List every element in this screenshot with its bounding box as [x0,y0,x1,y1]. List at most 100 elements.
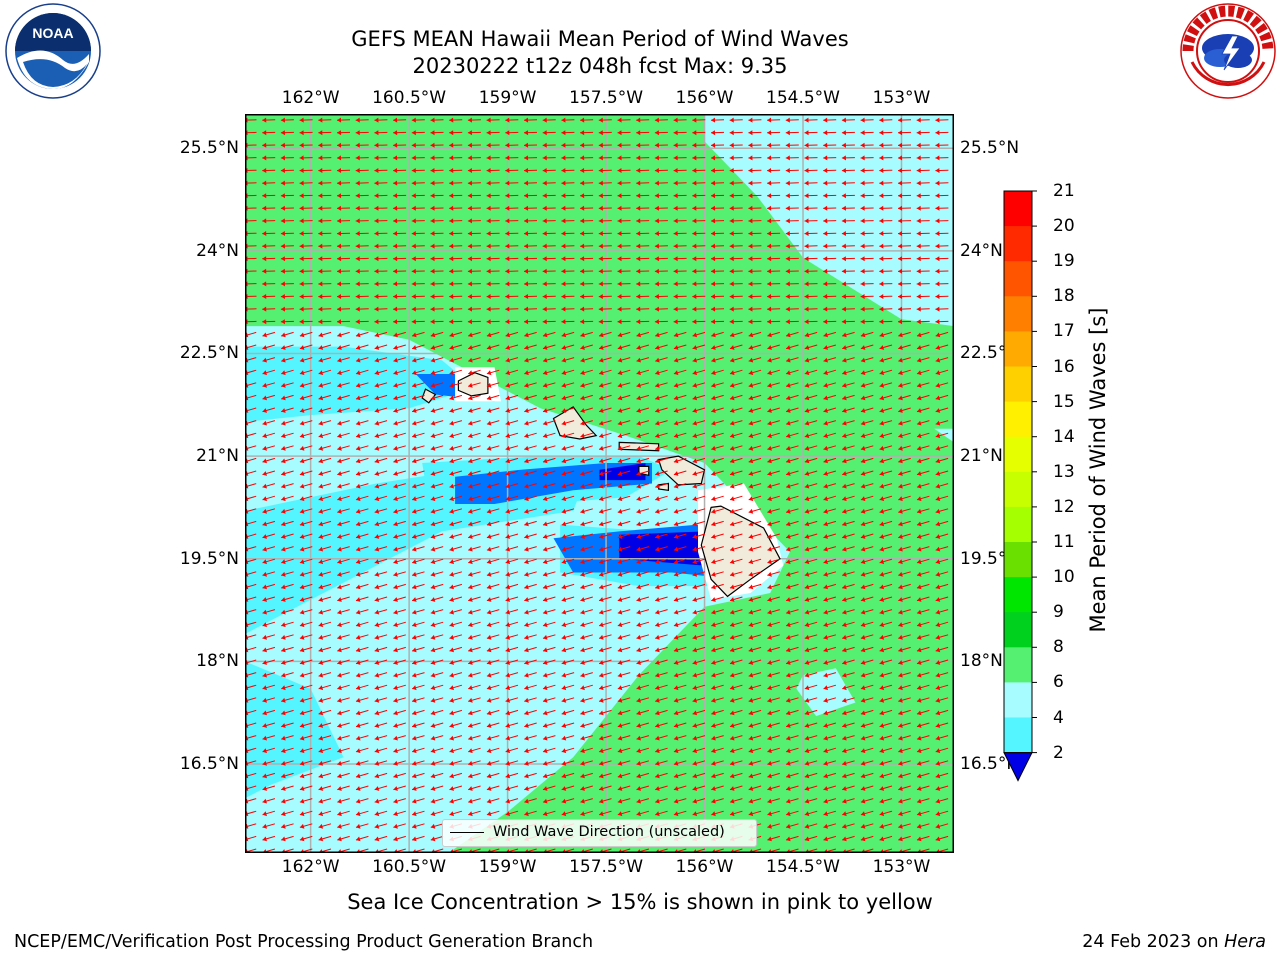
wind-arrow-head [524,180,529,186]
wind-arrow-head [542,268,547,274]
wind-arrow-head [785,294,790,299]
wind-arrow-head [898,180,903,186]
wind-arrow-head [935,622,941,628]
wind-arrow-head [917,521,922,527]
wind-arrow-head [430,660,436,665]
wind-arrow-head [617,496,623,502]
wind-arrow-head [599,458,604,464]
wind-arrow-head [356,685,361,691]
wind-arrow-head [786,332,791,338]
wind-arrow-head [299,231,304,236]
wind-arrow-head [467,117,472,123]
wind-arrow-head [935,773,941,779]
wind-arrow-head [841,294,846,299]
wind-arrow-head [280,193,285,199]
wind-arrow-head [804,546,810,552]
wind-arrow-head [786,748,791,754]
wind-arrow-head [898,193,903,199]
wind-arrow-head [916,268,921,274]
wind-arrow-head [823,231,828,236]
wind-arrow-head [860,408,866,413]
wind-arrow-head [280,306,285,312]
wind-arrow-head [281,483,286,489]
wind-arrow-head [393,508,398,514]
wind-arrow-head [262,508,267,514]
wind-arrow-head [898,256,903,262]
wind-arrow-head [748,142,753,148]
wind-arrow-head [505,471,511,476]
wind-arrow-head [804,471,810,476]
wind-arrow-head [730,382,735,388]
wind-arrow-head [917,622,922,628]
wind-arrow-head [299,823,305,829]
wind-arrow-head [337,571,342,577]
wind-arrow-head [804,647,810,653]
wind-arrow-head [823,382,828,388]
wind-arrow-head [804,395,810,401]
wind-arrow-head [692,193,697,199]
wind-arrow-head [561,773,567,779]
wind-arrow-head [430,483,436,489]
wind-arrow-head [860,268,865,274]
wind-arrow-head [393,685,398,691]
wind-arrow-head [636,155,641,161]
wind-arrow-head [412,420,417,426]
wind-arrow-head [842,521,847,527]
wind-arrow-head [449,256,454,262]
wind-arrow-head [786,382,791,388]
wind-arrow-head [935,332,941,338]
colorbar [1003,190,1037,782]
wind-arrow-head [711,458,716,464]
wind-arrow-head [356,786,361,791]
wind-arrow-head [580,408,585,413]
wind-arrow-head [804,622,810,628]
wind-arrow-head [767,660,772,665]
wind-arrow-head [804,811,810,817]
wind-arrow-head [730,786,735,791]
wind-arrow-head [393,823,398,829]
wind-arrow-head [711,496,716,502]
wind-arrow-head [898,420,903,426]
wind-arrow-head [879,243,884,249]
wind-arrow-head [299,546,305,552]
wind-arrow-head [262,748,267,754]
lat-tick-left: 19.5°N [179,548,239,569]
wind-arrow-head [654,168,659,173]
wind-arrow-head [617,218,622,224]
wind-arrow-head [542,168,547,173]
wind-arrow-head [337,256,342,262]
wind-arrow-head [692,319,697,325]
wind-arrow-head [636,660,641,665]
wind-arrow-head [449,306,454,312]
footer-host: Hera [1224,932,1266,952]
wind-arrow-head [748,256,753,262]
wind-arrow-head [860,168,865,173]
wind-arrow-head [505,130,510,136]
wind-arrow-head [823,142,828,148]
wind-arrow-head [299,357,305,363]
wind-arrow-head [262,786,267,791]
wind-arrow-head [561,433,567,439]
wind-arrow-head [505,168,510,173]
wind-arrow-head [860,584,866,590]
wind-arrow-head [374,193,379,199]
wind-arrow-head [337,823,342,829]
wind-arrow-head [917,546,922,552]
wind-arrow-head [543,798,548,804]
colorbar-tick-label: 6 [1053,672,1064,693]
wind-arrow-head [486,760,492,766]
wind-arrow-head [355,142,360,148]
wind-arrow-head [430,180,435,186]
wind-arrow-head [281,773,286,779]
wind-arrow-head [729,180,734,186]
wind-arrow-head [580,193,585,199]
wind-arrow-head [692,660,698,665]
wind-arrow-head [692,395,698,401]
wind-arrow-head [711,433,716,439]
wind-arrow-head [804,836,810,842]
wind-arrow-head [486,256,491,262]
wind-arrow-head [636,395,641,401]
wind-arrow-head [449,521,454,527]
wind-arrow-head [823,256,828,262]
wind-arrow-head [767,647,772,653]
